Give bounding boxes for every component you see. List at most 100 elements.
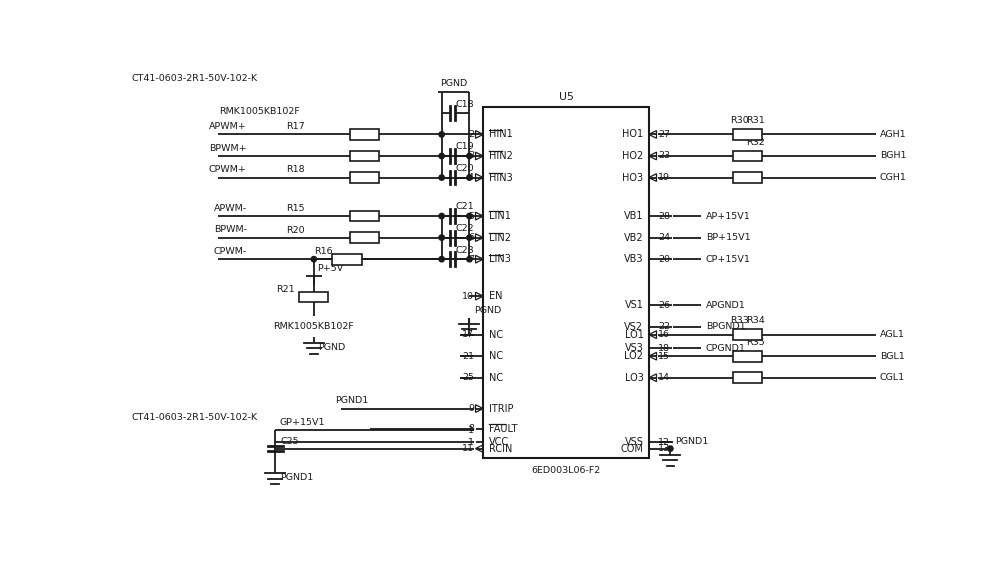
Text: BGH1: BGH1 bbox=[880, 152, 906, 161]
Text: CGL1: CGL1 bbox=[880, 373, 905, 382]
Text: 19: 19 bbox=[658, 173, 670, 182]
Text: 24: 24 bbox=[658, 233, 670, 242]
Text: 1: 1 bbox=[468, 425, 474, 434]
Bar bbox=[332, 254, 362, 265]
Text: C19: C19 bbox=[456, 142, 474, 151]
Text: 26: 26 bbox=[658, 301, 670, 310]
Text: C20: C20 bbox=[456, 164, 474, 173]
Circle shape bbox=[467, 175, 472, 180]
Bar bbox=[733, 329, 762, 340]
Text: APGND1: APGND1 bbox=[706, 301, 746, 310]
Text: APWM+: APWM+ bbox=[209, 122, 247, 131]
Text: 6ED003L06-F2: 6ED003L06-F2 bbox=[531, 465, 601, 474]
Text: COM: COM bbox=[621, 443, 643, 454]
Circle shape bbox=[439, 235, 444, 241]
Text: HO1: HO1 bbox=[622, 129, 643, 139]
Text: HIN1: HIN1 bbox=[489, 129, 512, 139]
Bar bbox=[299, 292, 328, 302]
Text: C23: C23 bbox=[456, 246, 474, 255]
Text: BPWM-: BPWM- bbox=[214, 225, 247, 234]
Text: CPWM-: CPWM- bbox=[214, 247, 247, 256]
Text: VB1: VB1 bbox=[624, 211, 643, 221]
Text: R21: R21 bbox=[276, 285, 295, 294]
Text: PGND: PGND bbox=[474, 306, 501, 315]
Text: U5: U5 bbox=[559, 92, 573, 102]
Circle shape bbox=[668, 446, 673, 451]
Bar bbox=[733, 373, 762, 383]
Text: 18: 18 bbox=[658, 344, 670, 353]
Circle shape bbox=[439, 214, 444, 219]
Text: HO2: HO2 bbox=[622, 151, 643, 161]
Text: NC: NC bbox=[489, 373, 503, 383]
Text: LO3: LO3 bbox=[625, 373, 643, 383]
Text: 20: 20 bbox=[658, 255, 670, 264]
Text: LO1: LO1 bbox=[625, 330, 643, 339]
Text: 23: 23 bbox=[658, 152, 670, 161]
Text: PGND1: PGND1 bbox=[675, 437, 708, 446]
Text: CP+15V1: CP+15V1 bbox=[706, 255, 751, 264]
Bar bbox=[733, 129, 762, 140]
Text: APWM-: APWM- bbox=[214, 203, 247, 212]
Text: HIN3: HIN3 bbox=[489, 173, 512, 183]
Text: VS1: VS1 bbox=[625, 300, 643, 310]
Text: 7: 7 bbox=[468, 255, 474, 264]
Text: 15: 15 bbox=[658, 352, 670, 361]
Text: R30: R30 bbox=[730, 116, 749, 125]
Text: 1: 1 bbox=[468, 438, 474, 447]
Text: GP+15V1: GP+15V1 bbox=[279, 418, 325, 427]
Text: RCIN: RCIN bbox=[489, 443, 512, 454]
Text: 27: 27 bbox=[658, 130, 670, 139]
Text: C18: C18 bbox=[456, 99, 474, 108]
Text: 12: 12 bbox=[658, 438, 670, 447]
Text: 14: 14 bbox=[658, 373, 670, 382]
Text: R20: R20 bbox=[286, 225, 305, 234]
Circle shape bbox=[439, 256, 444, 262]
Text: AGL1: AGL1 bbox=[880, 330, 905, 339]
Text: 11: 11 bbox=[462, 444, 474, 453]
Text: 25: 25 bbox=[462, 373, 474, 382]
Text: 16: 16 bbox=[658, 330, 670, 339]
Text: 6: 6 bbox=[468, 233, 474, 242]
Text: LIN1: LIN1 bbox=[489, 211, 511, 221]
Text: 3: 3 bbox=[468, 152, 474, 161]
Text: CPGND1: CPGND1 bbox=[706, 344, 746, 353]
Text: ITRIP: ITRIP bbox=[489, 404, 513, 414]
Text: CT41-0603-2R1-50V-102-K: CT41-0603-2R1-50V-102-K bbox=[131, 413, 257, 422]
Text: C21: C21 bbox=[456, 202, 474, 211]
Text: 2: 2 bbox=[468, 130, 474, 139]
Text: R34: R34 bbox=[746, 316, 764, 325]
Text: 17: 17 bbox=[462, 330, 474, 339]
Text: LIN3: LIN3 bbox=[489, 254, 511, 264]
Text: PGND: PGND bbox=[440, 79, 467, 88]
Text: HIN2: HIN2 bbox=[489, 151, 513, 161]
Text: R32: R32 bbox=[746, 138, 764, 147]
Text: FAULT: FAULT bbox=[489, 424, 517, 433]
Circle shape bbox=[467, 153, 472, 158]
Text: R15: R15 bbox=[286, 204, 305, 213]
Text: RMK1005KB102F: RMK1005KB102F bbox=[219, 107, 300, 116]
Text: 13: 13 bbox=[658, 444, 670, 453]
Bar bbox=[350, 151, 379, 161]
Text: 28: 28 bbox=[658, 211, 670, 220]
Text: 8: 8 bbox=[468, 424, 474, 433]
Text: PGND1: PGND1 bbox=[335, 396, 369, 405]
Text: RMK1005KB102F: RMK1005KB102F bbox=[273, 321, 354, 330]
Text: VB3: VB3 bbox=[624, 254, 643, 264]
Text: VCC: VCC bbox=[489, 437, 509, 447]
Text: CGH1: CGH1 bbox=[880, 173, 907, 182]
Bar bbox=[733, 151, 762, 161]
Text: 22: 22 bbox=[658, 323, 670, 332]
Text: AP+15V1: AP+15V1 bbox=[706, 211, 751, 220]
Bar bbox=[350, 172, 379, 183]
Text: C22: C22 bbox=[456, 224, 474, 233]
Text: CT41-0603-2R1-50V-102-K: CT41-0603-2R1-50V-102-K bbox=[131, 74, 257, 83]
Text: AGH1: AGH1 bbox=[880, 130, 906, 139]
Text: HO3: HO3 bbox=[622, 173, 643, 183]
Circle shape bbox=[439, 132, 444, 137]
Text: LIN2: LIN2 bbox=[489, 233, 511, 243]
Text: 9: 9 bbox=[468, 404, 474, 413]
Circle shape bbox=[439, 153, 444, 158]
Text: R35: R35 bbox=[746, 338, 764, 347]
Text: PGND: PGND bbox=[318, 343, 346, 352]
Bar bbox=[350, 232, 379, 243]
